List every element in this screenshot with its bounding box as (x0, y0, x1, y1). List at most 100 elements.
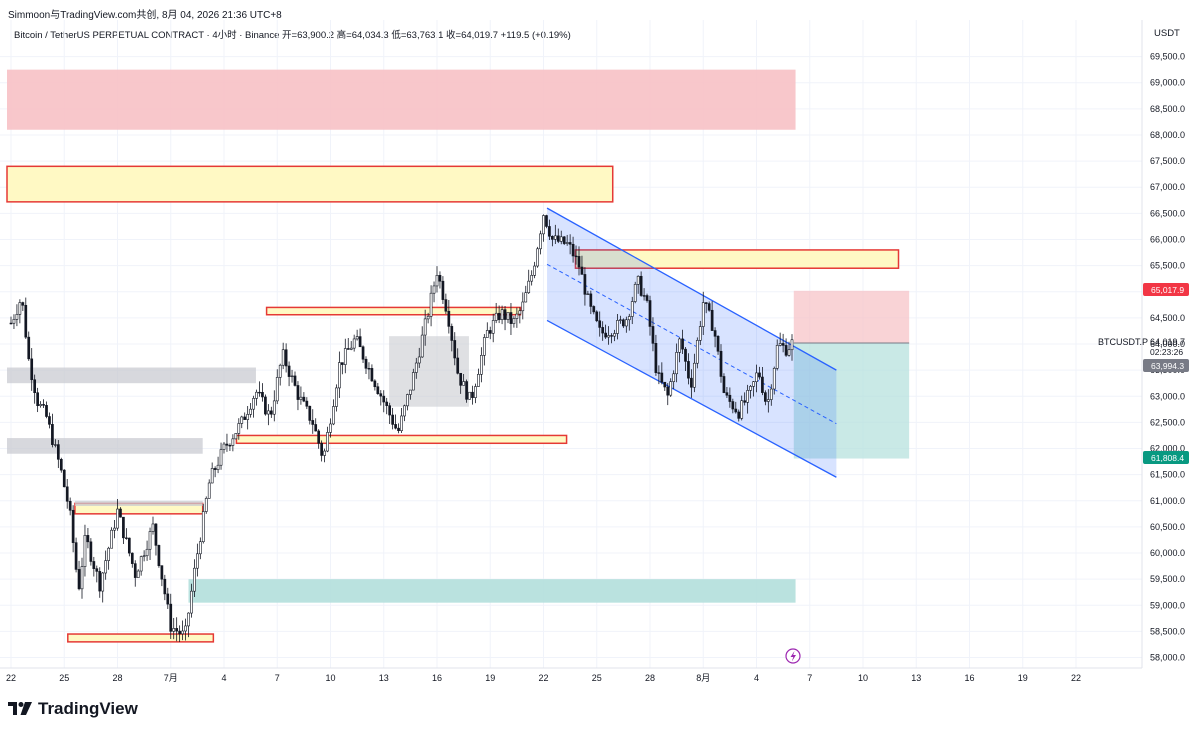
candle (329, 418, 332, 438)
candle-body (269, 410, 273, 415)
candle (482, 334, 486, 366)
candle (42, 399, 45, 409)
candle-body (420, 334, 424, 358)
candle (556, 228, 560, 244)
candle-body (340, 362, 344, 365)
candle (388, 402, 392, 425)
candle-body (184, 625, 187, 632)
candle-body (601, 327, 605, 334)
candle (734, 401, 738, 414)
time-tick-label: 7 (275, 673, 280, 683)
candle (340, 362, 344, 375)
candle-body (610, 335, 613, 337)
price-tick-label: 62,500.0 (1150, 417, 1185, 427)
zone-gray-62000 (7, 438, 203, 454)
channel-upper-line (546, 207, 837, 371)
candle (65, 478, 69, 509)
candle (181, 620, 184, 641)
candle (352, 334, 356, 352)
time-axis[interactable]: 22 25 28 7月 4 7 10 13 16 19 22 25 28 8月 4 7 10 13 16 19 22 (6, 673, 1081, 683)
candle-body (645, 295, 649, 301)
candle (648, 295, 652, 336)
candle-body (59, 459, 63, 471)
candle-body (506, 312, 510, 320)
candle (592, 305, 596, 315)
channel-lower-line (546, 319, 837, 478)
candle (216, 456, 220, 474)
candle-body (172, 628, 176, 632)
candle-body (636, 275, 640, 285)
candle (219, 442, 223, 470)
candle (737, 409, 741, 422)
candle (480, 347, 483, 383)
candle (775, 339, 779, 371)
candle (154, 523, 158, 556)
candle (207, 479, 211, 499)
candle (772, 366, 776, 395)
candle-body (48, 416, 51, 425)
candle (252, 395, 255, 418)
candle (145, 540, 149, 561)
candle (54, 439, 57, 448)
candle-body (746, 390, 749, 403)
candle-body (320, 442, 323, 456)
candle (166, 587, 170, 609)
candle (565, 234, 569, 246)
candle (51, 413, 54, 448)
candle-body (299, 396, 303, 400)
candle (429, 285, 433, 327)
candle (675, 343, 678, 383)
candle-body (406, 394, 409, 407)
candle-body (728, 394, 732, 402)
candle-body (752, 381, 755, 387)
candle (624, 316, 628, 333)
candle (769, 384, 773, 406)
candle-body (743, 400, 747, 403)
candle-body (471, 391, 474, 398)
candle (746, 384, 749, 414)
candle-body (604, 332, 607, 338)
candle-body (642, 295, 646, 297)
candle (33, 374, 37, 404)
zone-layer (6, 69, 910, 643)
candle (411, 368, 415, 391)
candle-body (21, 302, 25, 306)
candle-body (275, 377, 279, 402)
candle-body (459, 372, 463, 386)
candle (607, 326, 610, 345)
candle-body (122, 516, 125, 539)
candle (548, 219, 551, 241)
candle-body (539, 233, 542, 250)
candle-body (397, 427, 400, 432)
candle (148, 527, 152, 560)
candle-body (74, 542, 78, 570)
event-lightning-icon[interactable] (785, 648, 801, 664)
candle (77, 560, 81, 591)
short-position-stop-zone (793, 290, 910, 343)
candle (471, 385, 474, 405)
candle-body (166, 593, 170, 605)
candle (639, 271, 643, 297)
tradingview-logo[interactable]: TradingView (8, 699, 138, 719)
candle-body (349, 347, 353, 350)
candle-body (311, 420, 315, 425)
candle-body (68, 500, 72, 511)
candle-body (252, 398, 255, 410)
candle-body (574, 255, 578, 258)
candle-body (163, 578, 167, 595)
candle-body (725, 392, 729, 396)
candle (122, 516, 125, 544)
candle (119, 507, 122, 518)
candle (403, 404, 406, 422)
candle (672, 370, 676, 390)
candle-body (536, 248, 539, 267)
candle-body (355, 336, 359, 340)
symbol-label: BTCUSDT.P (1098, 337, 1148, 347)
candle (370, 364, 374, 382)
price-axis[interactable]: 58,000.0 58,500.0 59,000.0 59,500.0 60,000.0… (1150, 52, 1185, 663)
candle-body (453, 340, 457, 359)
candle-body (684, 348, 687, 362)
candle (474, 383, 477, 404)
candle-body (193, 567, 196, 592)
